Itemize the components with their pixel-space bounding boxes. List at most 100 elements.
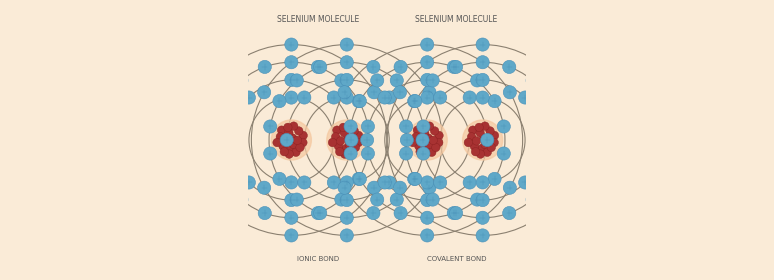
Circle shape (202, 86, 215, 99)
Circle shape (340, 129, 348, 137)
Circle shape (450, 60, 463, 74)
Circle shape (202, 181, 215, 194)
Circle shape (429, 136, 437, 144)
Circle shape (279, 142, 287, 150)
Circle shape (467, 133, 476, 141)
Circle shape (420, 193, 433, 207)
Circle shape (289, 122, 298, 130)
Circle shape (285, 73, 298, 87)
Circle shape (313, 206, 327, 220)
Circle shape (368, 181, 381, 194)
Circle shape (338, 181, 351, 194)
Circle shape (536, 133, 550, 147)
Circle shape (353, 172, 366, 185)
Circle shape (415, 142, 423, 150)
Circle shape (341, 73, 354, 87)
Circle shape (273, 95, 286, 108)
Circle shape (224, 133, 238, 147)
Circle shape (378, 91, 392, 104)
Text: SELENIUM MOLECULE: SELENIUM MOLECULE (415, 15, 498, 24)
Circle shape (285, 176, 298, 189)
Circle shape (471, 148, 480, 156)
Circle shape (217, 95, 231, 108)
Circle shape (354, 131, 363, 140)
Circle shape (422, 144, 430, 153)
Circle shape (327, 91, 341, 104)
Circle shape (416, 147, 430, 160)
Circle shape (341, 144, 350, 153)
Circle shape (367, 60, 380, 74)
Circle shape (488, 95, 501, 108)
Circle shape (393, 181, 406, 194)
Circle shape (503, 181, 516, 194)
Circle shape (476, 56, 489, 69)
Circle shape (412, 133, 420, 141)
Circle shape (296, 143, 304, 152)
Circle shape (289, 140, 298, 149)
Circle shape (235, 74, 248, 87)
Circle shape (407, 120, 447, 160)
Circle shape (487, 143, 495, 152)
Circle shape (258, 86, 271, 99)
Circle shape (341, 176, 354, 189)
Circle shape (293, 136, 302, 144)
Circle shape (476, 176, 489, 189)
Circle shape (361, 147, 375, 160)
Circle shape (416, 133, 429, 147)
Circle shape (420, 229, 433, 242)
Circle shape (345, 122, 354, 130)
Circle shape (368, 86, 381, 99)
Circle shape (478, 144, 486, 153)
Circle shape (327, 120, 367, 160)
Circle shape (341, 229, 354, 242)
Circle shape (421, 150, 430, 158)
Circle shape (526, 193, 539, 206)
Circle shape (420, 38, 433, 51)
Circle shape (416, 137, 425, 145)
Circle shape (427, 148, 436, 157)
Circle shape (341, 193, 354, 207)
Circle shape (339, 123, 348, 132)
Circle shape (217, 172, 231, 185)
Circle shape (464, 138, 473, 147)
Circle shape (481, 133, 494, 147)
Circle shape (311, 60, 324, 74)
Circle shape (334, 193, 348, 206)
Circle shape (371, 193, 384, 206)
Circle shape (435, 131, 444, 140)
Text: SELENIUM MOLECULE: SELENIUM MOLECULE (276, 15, 359, 24)
Circle shape (367, 206, 380, 220)
Circle shape (285, 229, 298, 242)
Circle shape (394, 60, 407, 74)
Circle shape (399, 120, 413, 133)
Circle shape (333, 126, 341, 134)
Circle shape (277, 126, 286, 134)
Circle shape (559, 181, 572, 194)
Circle shape (334, 142, 343, 150)
Circle shape (281, 137, 289, 145)
Circle shape (476, 91, 489, 104)
Circle shape (416, 148, 424, 156)
Circle shape (208, 147, 221, 160)
Circle shape (409, 172, 422, 185)
Circle shape (408, 95, 421, 108)
Circle shape (352, 172, 365, 185)
Circle shape (341, 211, 354, 224)
Circle shape (298, 91, 311, 104)
Circle shape (295, 127, 303, 135)
Circle shape (481, 122, 489, 130)
Circle shape (553, 120, 566, 133)
Circle shape (344, 134, 352, 142)
Circle shape (348, 136, 357, 144)
Circle shape (285, 91, 298, 104)
Circle shape (413, 126, 422, 134)
Circle shape (289, 134, 297, 142)
Circle shape (354, 138, 362, 147)
Circle shape (424, 134, 433, 142)
Circle shape (353, 95, 366, 108)
Circle shape (468, 126, 477, 134)
Text: IONIC BOND: IONIC BOND (296, 256, 339, 262)
Circle shape (311, 206, 324, 220)
Circle shape (476, 193, 489, 207)
Circle shape (331, 133, 340, 141)
